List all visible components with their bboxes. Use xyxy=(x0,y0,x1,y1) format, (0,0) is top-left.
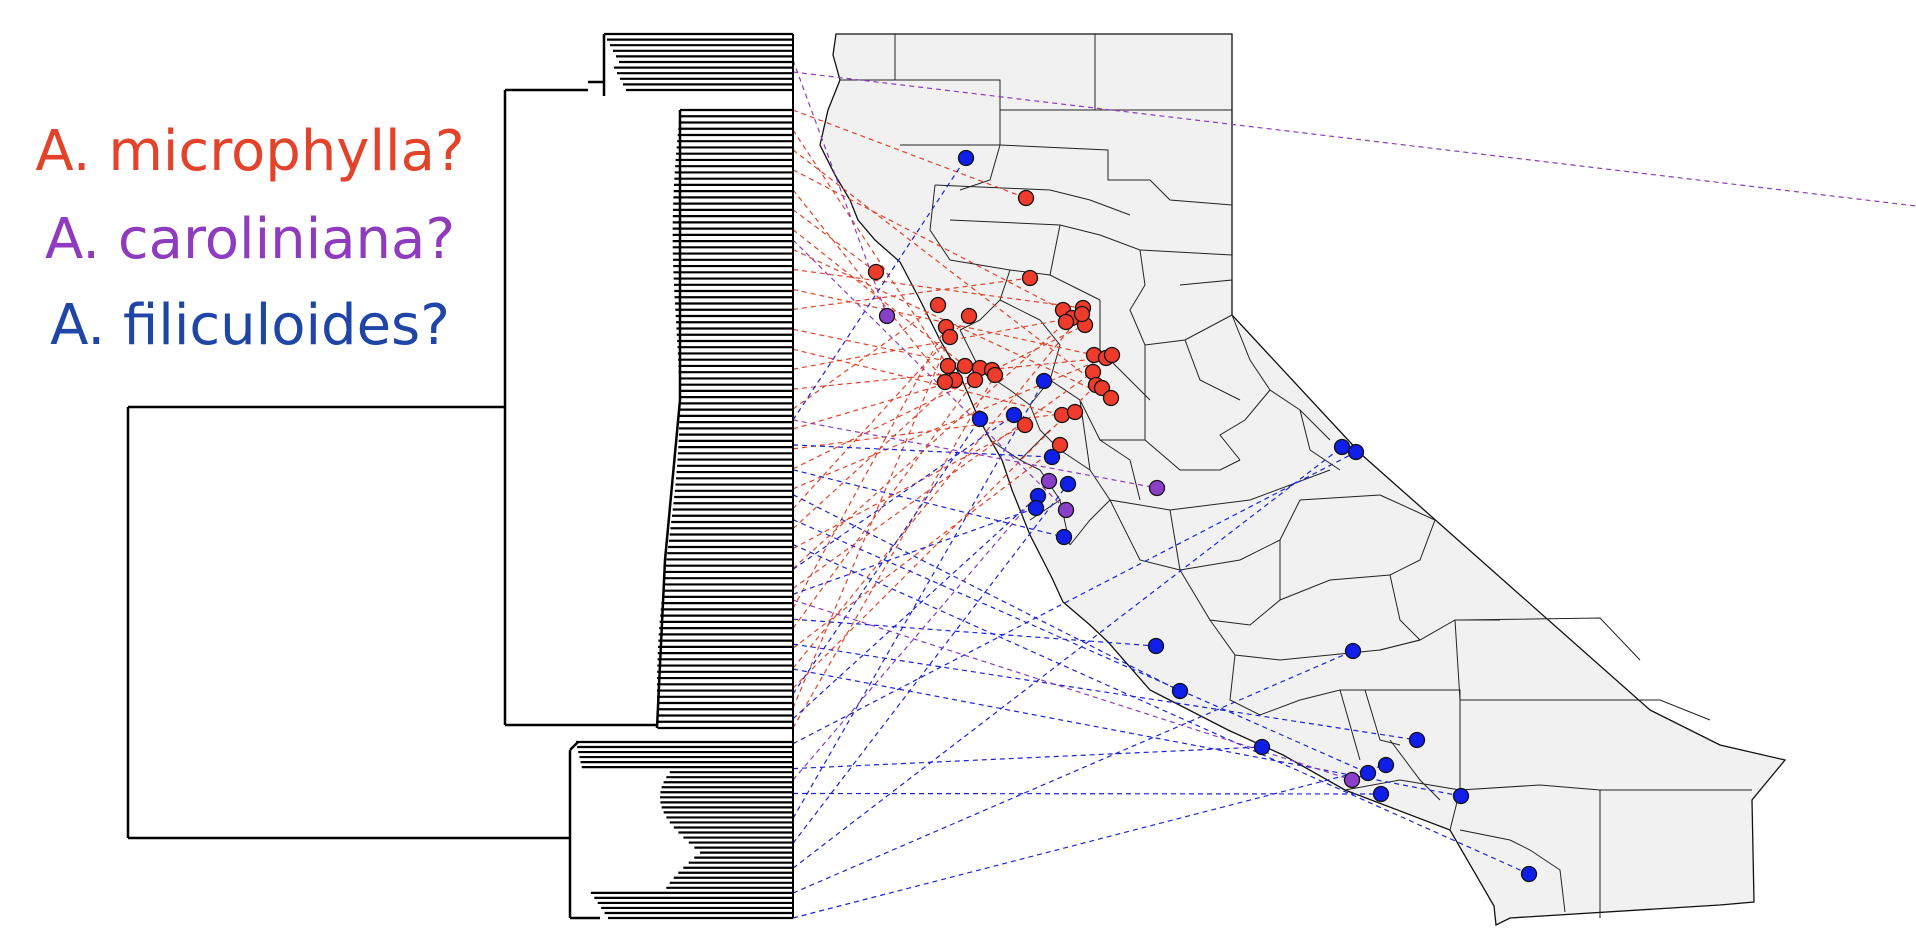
connection-line xyxy=(792,371,1094,589)
microphylla-point xyxy=(960,307,978,325)
microphylla-point xyxy=(867,263,885,281)
legend-microphylla: A. microphylla? xyxy=(35,119,465,184)
connection-line xyxy=(792,379,976,629)
connection-line xyxy=(792,792,1382,795)
connection-line xyxy=(792,348,1063,416)
connection-line xyxy=(792,354,1113,490)
filiculoides-point xyxy=(1347,443,1365,461)
connection-line xyxy=(792,149,1103,389)
california-outline xyxy=(819,33,1787,927)
connection-line xyxy=(792,418,981,695)
tree-clade-connector xyxy=(503,88,657,727)
microphylla-point xyxy=(1103,346,1121,364)
tree-internal-branch xyxy=(655,110,682,729)
filiculoides-point xyxy=(1333,438,1351,456)
connection-line xyxy=(792,169,1064,311)
tree-root-connector xyxy=(126,405,570,840)
connection-line xyxy=(792,414,1015,570)
connection-line xyxy=(792,469,1065,538)
microphylla-point xyxy=(1016,416,1034,434)
connection-line xyxy=(792,239,1067,511)
filiculoides-point xyxy=(1035,372,1053,390)
connection-line xyxy=(792,189,946,383)
microphylla-point xyxy=(1093,379,1111,397)
filiculoides-point xyxy=(1520,865,1538,883)
connection-line xyxy=(792,424,1026,550)
connection-line xyxy=(792,328,981,369)
microphylla-point xyxy=(1051,436,1069,454)
tree-internal-branch xyxy=(588,34,606,96)
connection-line xyxy=(792,109,1027,199)
filiculoides-point xyxy=(971,410,989,428)
filiculoides-point xyxy=(1005,406,1023,424)
microphylla-point xyxy=(956,357,974,375)
microphylla-point xyxy=(1066,403,1084,421)
microphylla-point xyxy=(1102,389,1120,407)
connection-line xyxy=(792,277,1031,310)
filiculoides-point xyxy=(1027,499,1045,517)
connection-line xyxy=(792,380,1045,819)
filiculoides-point xyxy=(1171,682,1189,700)
microphylla-point xyxy=(1021,269,1039,287)
microphylla-point xyxy=(1017,189,1035,207)
connection-line xyxy=(792,315,970,510)
caroliniana-point xyxy=(1040,472,1058,490)
tree-internal-branch xyxy=(568,741,600,920)
caroliniana-point xyxy=(1343,771,1361,789)
connection-line xyxy=(792,336,951,709)
filiculoides-point xyxy=(1408,731,1426,749)
microphylla-point xyxy=(986,366,1004,384)
filiculoides-point xyxy=(1147,637,1165,655)
connection-line xyxy=(792,618,1157,647)
legend-filiculoides: A. filiculoides? xyxy=(50,293,450,358)
connection-line xyxy=(792,650,1354,894)
filiculoides-point xyxy=(1372,785,1390,803)
filiculoides-point xyxy=(957,149,975,167)
connection-line xyxy=(792,444,1053,458)
connection-line xyxy=(792,519,1369,774)
connection-line xyxy=(792,419,1158,489)
connection-line xyxy=(792,268,1084,309)
microphylla-point xyxy=(966,371,984,389)
caroliniana-point xyxy=(1057,501,1075,519)
connection-line xyxy=(792,495,1039,720)
filiculoides-point xyxy=(1043,448,1061,466)
microphylla-point xyxy=(936,373,954,391)
legend-caroliniana: A. caroliniana? xyxy=(44,207,456,272)
microphylla-point xyxy=(1073,305,1091,323)
microphylla-point xyxy=(939,357,957,375)
connection-line xyxy=(792,764,1387,919)
connection-line xyxy=(792,483,1069,844)
connection-line xyxy=(792,507,1037,595)
dendrogram xyxy=(126,32,794,920)
connection-line xyxy=(792,643,1418,741)
filiculoides-point xyxy=(1059,475,1077,493)
filiculoides-point xyxy=(1055,528,1073,546)
caroliniana-point xyxy=(1148,479,1166,497)
california-map xyxy=(819,33,1787,927)
filiculoides-point xyxy=(1344,642,1362,660)
connection-line xyxy=(792,446,1343,869)
filiculoides-point xyxy=(1377,756,1395,774)
connection-line xyxy=(792,129,949,367)
connection-line xyxy=(792,313,1083,669)
connection-line xyxy=(792,379,956,530)
connection-line xyxy=(792,451,1357,745)
connection-line xyxy=(792,304,939,410)
connection-line xyxy=(792,494,1181,692)
filiculoides-point xyxy=(1359,764,1377,782)
filiculoides-point xyxy=(1452,787,1470,805)
caroliniana-point xyxy=(878,307,896,325)
filiculoides-point xyxy=(1253,738,1271,756)
connection-line xyxy=(792,374,996,729)
microphylla-point xyxy=(1057,313,1075,331)
microphylla-point xyxy=(941,328,959,346)
connection-line xyxy=(792,746,1263,770)
connection-line xyxy=(792,480,1050,781)
microphylla-point xyxy=(929,296,947,314)
sample-points xyxy=(867,149,1538,883)
county-borders xyxy=(840,34,1752,918)
connection-line xyxy=(792,157,967,421)
